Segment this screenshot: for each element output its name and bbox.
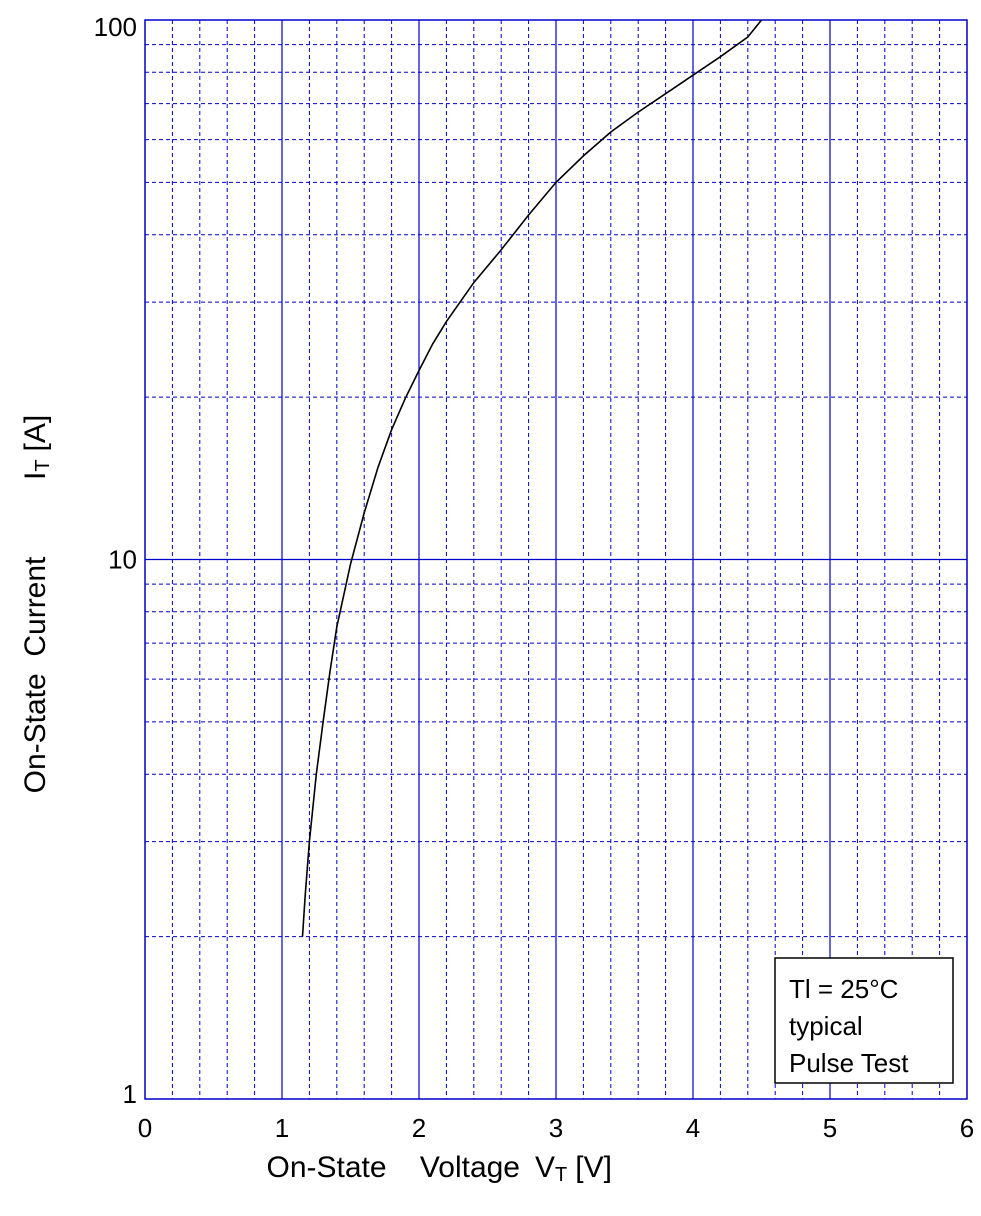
series-line bbox=[301, 19, 763, 937]
x-tick-label: 6 bbox=[960, 1113, 974, 1143]
plot-frame bbox=[144, 19, 968, 1100]
y-axis-unit: [A] bbox=[19, 415, 52, 452]
x-axis-symbol-sub: T bbox=[555, 1164, 567, 1186]
y-axis-label-group: On-State Current IT [A] bbox=[19, 415, 54, 794]
x-tick-label: 5 bbox=[823, 1113, 837, 1143]
major-grid bbox=[145, 20, 967, 1099]
y-axis-symbol-sub: T bbox=[32, 459, 54, 471]
y-tick-label: 10 bbox=[108, 545, 137, 575]
x-tick-label: 4 bbox=[686, 1113, 700, 1143]
x-axis-symbol: VT [V] bbox=[535, 1151, 612, 1186]
y-axis-symbol: IT [A] bbox=[19, 415, 54, 480]
x-tick-label: 0 bbox=[138, 1113, 152, 1143]
x-axis-unit: [V] bbox=[575, 1151, 612, 1184]
annotation-line-3: Pulse Test bbox=[789, 1048, 909, 1078]
annotation-frame bbox=[774, 957, 954, 1084]
annotation-line-1: Tl = 25°C bbox=[789, 974, 898, 1004]
x-axis-label: On-State Voltage bbox=[267, 1151, 521, 1184]
y-tick-label: 100 bbox=[94, 12, 137, 42]
x-tick-label: 1 bbox=[275, 1113, 289, 1143]
annotation-box: Tl = 25°C typical Pulse Test bbox=[774, 957, 954, 1084]
annotation-line-2: typical bbox=[789, 1011, 863, 1041]
x-tick-label: 2 bbox=[412, 1113, 426, 1143]
y-tick-label: 1 bbox=[123, 1079, 137, 1109]
x-axis-symbol-main: V bbox=[535, 1151, 555, 1184]
y-axis-symbol-main: I bbox=[19, 472, 52, 480]
x-tick-label: 3 bbox=[549, 1113, 563, 1143]
y-tick-labels: 1 10 100 bbox=[94, 12, 137, 1109]
y-axis-label: On-State Current bbox=[19, 556, 52, 793]
x-tick-labels: 0 1 2 3 4 5 6 bbox=[138, 1113, 974, 1143]
